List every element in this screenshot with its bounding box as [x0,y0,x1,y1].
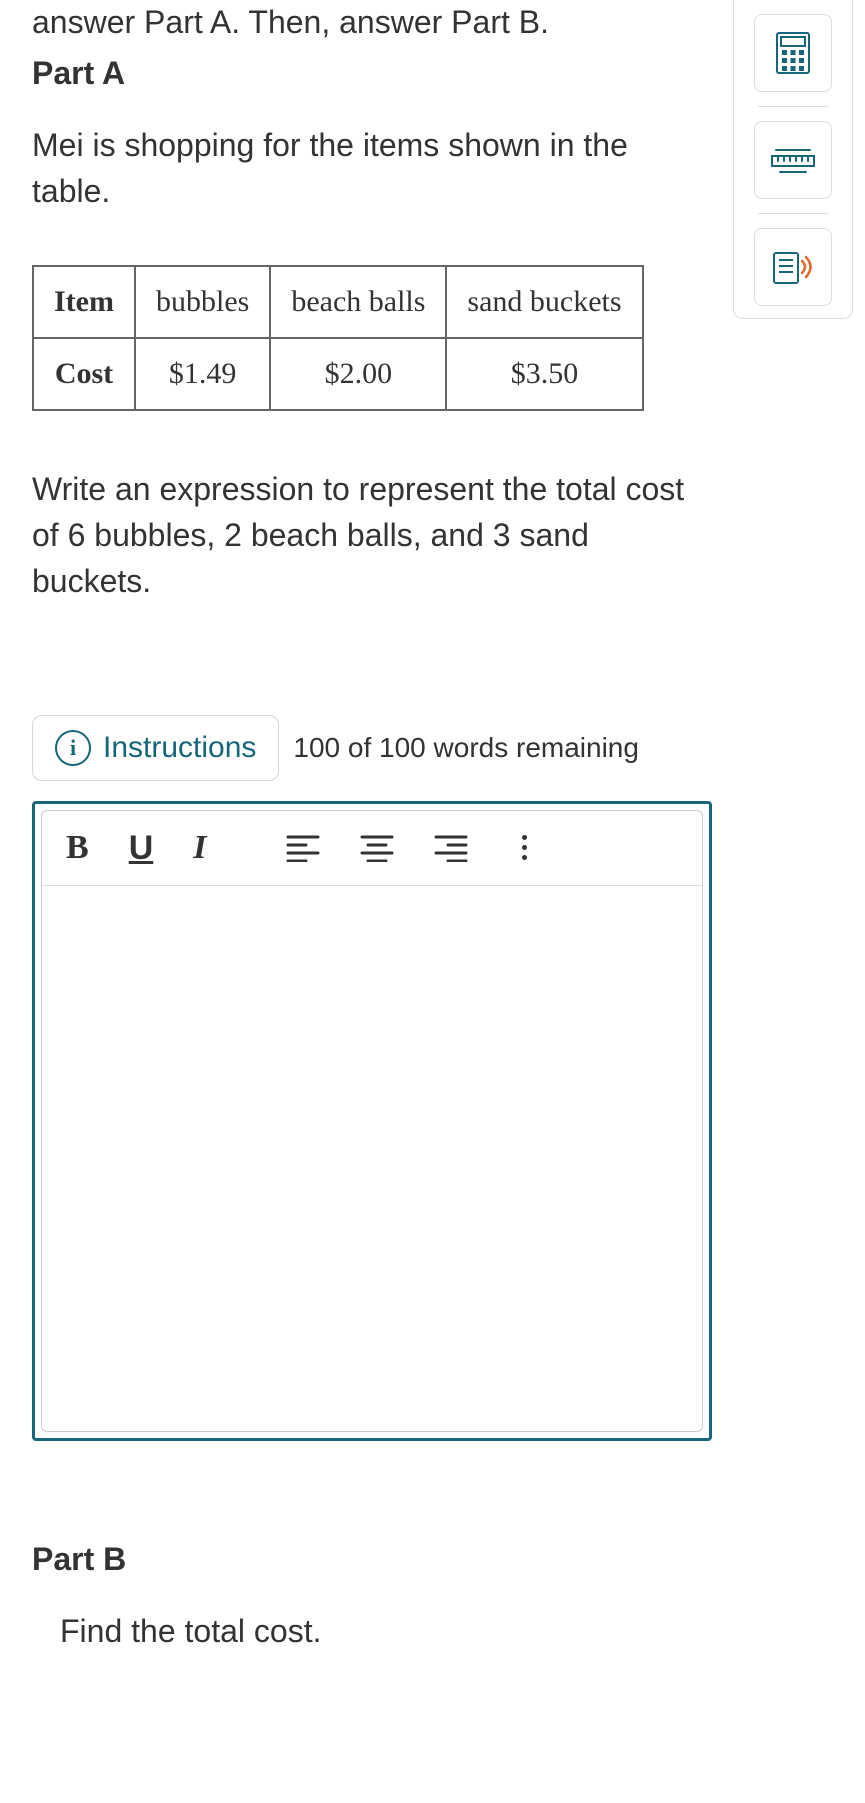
read-aloud-button[interactable] [754,228,832,306]
part-a-label: Part A [32,55,688,92]
editor-toolbar: B U I [42,811,702,886]
calculator-icon [775,31,811,75]
col-beach-balls: beach balls [270,266,446,338]
align-group [286,834,468,862]
editor-inner: B U I [41,810,703,1432]
row-header-cost: Cost [33,338,135,410]
format-group: B U I [66,831,206,865]
part-a-prompt: Write an expression to represent the tot… [32,466,688,605]
tool-divider [758,213,828,214]
side-tool-panel [733,0,853,319]
tool-divider [758,106,828,107]
part-b-label: Part B [32,1541,688,1578]
italic-button[interactable]: I [193,831,206,865]
part-a-lead: Mei is shopping for the items shown in t… [32,122,688,215]
info-icon: i [55,730,91,766]
instructions-row: i Instructions 100 of 100 words remainin… [32,715,688,781]
calculator-button[interactable] [754,14,832,92]
align-left-button[interactable] [286,834,320,862]
ruler-button[interactable] [754,121,832,199]
editor-frame: B U I [32,801,712,1441]
more-options-button[interactable] [518,831,531,864]
underline-button[interactable]: U [129,831,154,865]
question-content: answer Part A. Then, answer Part B. Part… [0,0,720,1690]
bold-button[interactable]: B [66,831,89,865]
instructions-label: Instructions [103,731,256,765]
table-row: Cost $1.49 $2.00 $3.50 [33,338,643,410]
col-sand-buckets: sand buckets [446,266,642,338]
instructions-button[interactable]: i Instructions [32,715,279,781]
part-b-prompt: Find the total cost. [32,1613,688,1650]
answer-textarea[interactable] [42,886,702,1431]
row-header-item: Item [33,266,135,338]
cost-sand-buckets: $3.50 [446,338,642,410]
col-bubbles: bubbles [135,266,270,338]
read-aloud-icon [770,247,816,287]
cost-beach-balls: $2.00 [270,338,446,410]
table-row: Item bubbles beach balls sand buckets [33,266,643,338]
words-remaining: 100 of 100 words remaining [293,732,639,764]
intro-text: answer Part A. Then, answer Part B. [32,0,688,45]
align-center-button[interactable] [360,834,394,862]
items-table: Item bubbles beach balls sand buckets Co… [32,265,644,411]
cost-bubbles: $1.49 [135,338,270,410]
ruler-icon [770,143,816,177]
align-right-button[interactable] [434,834,468,862]
